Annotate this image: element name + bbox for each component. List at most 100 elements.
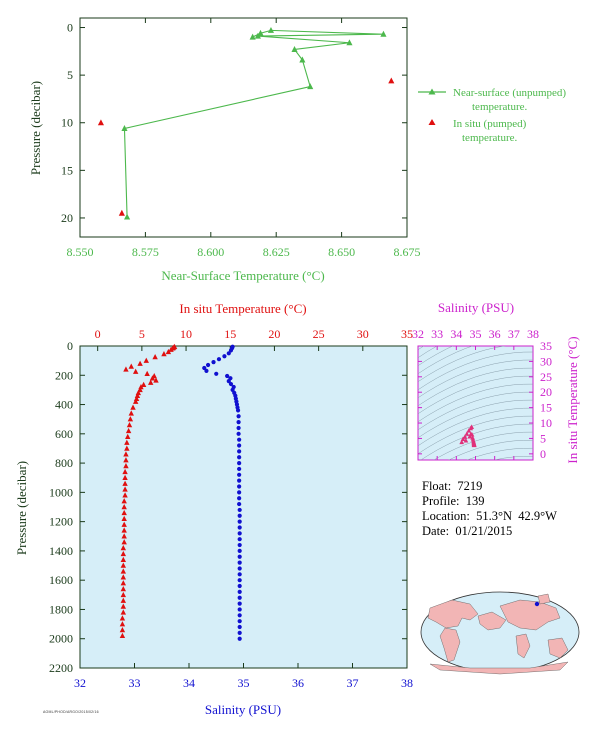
profile-top-tick-label: 0 <box>95 327 101 341</box>
ts-point <box>460 436 466 441</box>
temperature-profile-point <box>123 451 129 457</box>
float-number: Float: 7219 <box>422 479 483 493</box>
temperature-profile-point <box>120 544 127 551</box>
near-surface-point <box>254 32 261 39</box>
ts-x-tick-label: 35 <box>470 327 482 341</box>
near-surface-point <box>124 213 131 220</box>
ts-isopycnal <box>418 346 474 374</box>
ts-point <box>459 439 465 445</box>
profile-y-tick-label: 1200 <box>49 515 73 529</box>
temperature-profile-point <box>148 379 154 385</box>
temperature-profile-point <box>120 585 127 592</box>
salinity-profile-point <box>237 460 242 466</box>
near-surface-x-tick-label: 8.600 <box>197 245 224 259</box>
temperature-profile-point <box>153 377 159 383</box>
temperature-profile-point <box>128 363 134 369</box>
map-float-location-marker <box>534 601 540 607</box>
in-situ-point <box>97 119 104 126</box>
salinity-profile-point <box>237 566 242 571</box>
ts-point <box>467 433 473 439</box>
salinity-profile-point <box>237 624 242 630</box>
salinity-profile-point <box>237 583 242 589</box>
legend-label-in-situ: In situ (pumped) temperature. <box>453 118 529 144</box>
credit-stamp: AOML/PHOD/ARGO/2015/02/16 <box>43 710 99 714</box>
temperature-profile-point <box>121 521 127 527</box>
ts-isopycnal <box>418 415 533 455</box>
ts-isopycnal <box>418 391 533 431</box>
temperature-profile-point <box>149 375 156 381</box>
salinity-profile-point <box>237 484 242 489</box>
salinity-profile-point <box>235 408 241 413</box>
temperature-profile-point <box>132 368 139 374</box>
temperature-profile-point <box>122 474 128 480</box>
salinity-profile-point <box>237 578 242 583</box>
temperature-profile-point <box>122 492 128 498</box>
temperature-profile-point <box>123 457 129 463</box>
salinity-profile-point <box>237 636 242 641</box>
salinity-profile-point <box>237 601 242 606</box>
ts-point <box>464 431 470 436</box>
ts-x-ticks: 32 33 34 35 36 37 38 <box>412 327 539 460</box>
ts-isopycnal <box>418 359 533 399</box>
temperature-profile-point <box>124 439 130 445</box>
ts-y-tick-label: 30 <box>540 354 552 368</box>
salinity-profile-point <box>237 630 242 635</box>
salinity-profile-point <box>237 525 242 530</box>
map-land <box>427 593 569 675</box>
temperature-profile-point <box>121 515 127 521</box>
ts-y-tick-label: 25 <box>540 370 552 384</box>
profile-y-tick-label: 0 <box>67 339 73 353</box>
profile-y-tick-label: 2200 <box>49 661 73 675</box>
ts-x-tick-label: 36 <box>489 327 501 341</box>
temperature-profile-point <box>121 504 127 510</box>
profile-y-tick-label: 200 <box>55 368 73 382</box>
in-situ-point <box>388 77 395 84</box>
near-surface-point <box>346 39 353 46</box>
near-surface-data <box>97 26 395 220</box>
salinity-profile-point <box>237 496 242 501</box>
temperature-profile-point <box>137 360 143 366</box>
profile-bottom-ticks: 32 33 34 35 36 37 38 <box>74 663 413 690</box>
profile-bottom-tick-label: 34 <box>183 676 195 690</box>
salinity-profile-point <box>236 431 241 436</box>
profile-top-axis-title: In situ Temperature (°C) <box>179 301 306 316</box>
temperature-profile-point <box>120 603 127 609</box>
ts-x-axis-title: Salinity (PSU) <box>438 300 514 315</box>
temperature-profile-point <box>161 351 167 357</box>
temperature-profile-point <box>122 480 128 486</box>
near-surface-x-tick-label: 8.575 <box>132 245 159 259</box>
profile-top-tick-label: 20 <box>268 327 280 341</box>
profile-y-tick-label: 1800 <box>49 602 73 616</box>
near-surface-y-ticks: 0 5 10 15 20 <box>61 21 407 225</box>
salinity-profile-point <box>226 351 231 356</box>
ts-x-tick-label: 32 <box>412 327 424 341</box>
profile-top-tick-label: 25 <box>313 327 325 341</box>
near-surface-y-axis-title: Pressure (decibar) <box>28 81 43 175</box>
profile-top-ticks: 0 5 10 15 20 25 30 35 <box>95 327 413 351</box>
salinity-profile-point <box>236 425 241 431</box>
profile-chart: 0 5 10 15 20 25 30 35 32 33 34 35 36 37 38 0 200 400 600… <box>14 301 413 717</box>
near-surface-point <box>307 83 314 90</box>
salinity-profile-point <box>237 560 242 565</box>
salinity-profile-point <box>226 379 231 384</box>
temperature-profile-point <box>120 556 127 562</box>
profile-y-tick-label: 800 <box>55 456 73 470</box>
near-surface-x-tick-label: 8.550 <box>67 245 94 259</box>
temperature-profile-point <box>122 468 128 475</box>
temperature-profile-point <box>120 574 127 580</box>
profile-bottom-tick-label: 32 <box>74 676 86 690</box>
temperature-profile-point <box>125 433 131 439</box>
salinity-profile-point <box>237 607 242 612</box>
near-surface-y-tick-label: 20 <box>61 211 73 225</box>
temperature-profile-point <box>132 398 139 404</box>
salinity-profile-point <box>237 554 242 559</box>
profile-y-tick-label: 1400 <box>49 544 73 558</box>
ts-isopycnal <box>418 383 533 423</box>
near-surface-x-tick-label: 8.675 <box>394 245 421 259</box>
near-surface-x-tick-label: 8.625 <box>263 245 290 259</box>
temperature-profile-point <box>120 550 127 557</box>
salinity-profile-point <box>214 371 219 376</box>
profile-y-axis-title: Pressure (decibar) <box>14 461 29 555</box>
